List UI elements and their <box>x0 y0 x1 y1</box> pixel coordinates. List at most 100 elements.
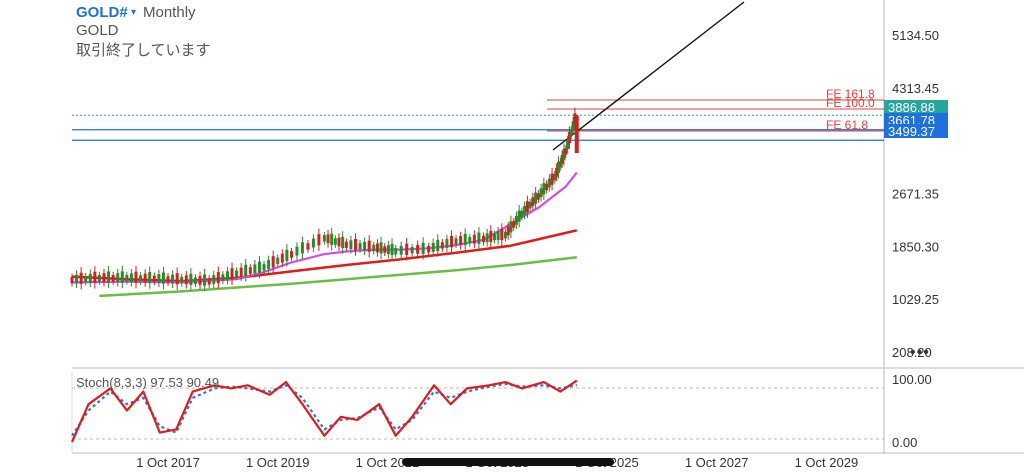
candle-body <box>500 228 504 241</box>
candle-body <box>421 242 425 254</box>
candle-body <box>184 275 188 285</box>
candle-body <box>111 275 115 282</box>
candle-body <box>349 240 353 250</box>
candle-body <box>148 271 152 284</box>
symbol-name[interactable]: GOLD# <box>76 4 128 21</box>
candle-body <box>545 183 549 191</box>
candle-body <box>569 129 573 136</box>
candle-body <box>311 238 315 248</box>
candle-body <box>547 178 551 188</box>
candle-body <box>207 278 211 285</box>
candle-body <box>317 234 321 246</box>
candle-body <box>571 121 575 131</box>
candle-body <box>189 273 193 285</box>
candle-body <box>353 239 357 251</box>
candle-body <box>523 205 527 215</box>
candle-body <box>534 192 538 204</box>
candle-body <box>399 245 403 255</box>
candle-body <box>230 268 234 280</box>
timeframe-label[interactable]: Monthly <box>143 4 196 21</box>
candle-body <box>239 267 243 277</box>
candle-body <box>322 235 326 242</box>
candle-body <box>503 231 507 239</box>
candle-body <box>536 193 540 200</box>
candle-body <box>212 275 216 284</box>
candle-body <box>468 237 472 244</box>
candle-body <box>509 221 513 233</box>
chevron-down-icon[interactable]: ▾ <box>131 7 137 18</box>
candle-body <box>383 246 387 253</box>
candle-body <box>445 239 449 248</box>
candle-body <box>344 241 348 248</box>
candle-body <box>75 274 79 284</box>
stoch-tick-label: 100.00 <box>892 372 932 387</box>
candle-body <box>405 243 409 255</box>
candle-body <box>472 234 476 244</box>
price-tick-label: 2671.35 <box>892 187 939 202</box>
candle-body <box>134 271 138 283</box>
fib-label: FE 61.8 <box>826 118 868 132</box>
candle-body <box>367 240 371 252</box>
candle-body <box>107 271 111 283</box>
candle-body <box>84 275 88 283</box>
price-tick-label: 5134.50 <box>892 28 939 43</box>
candle-body <box>253 264 257 274</box>
candle-body <box>449 236 453 248</box>
candle-body <box>79 272 83 284</box>
candle-body <box>436 239 440 252</box>
more-icon[interactable]: ••• <box>910 344 930 361</box>
candle-body <box>171 274 175 284</box>
price-badge-text-blue_low: 3499.37 <box>888 124 935 139</box>
candle-body <box>221 274 225 281</box>
candle-body <box>410 247 414 254</box>
price-badge-current <box>884 100 948 114</box>
time-tick-label: 1 Oct 2027 <box>685 455 749 470</box>
stoch-d-line <box>71 382 578 437</box>
candle-body <box>175 273 179 285</box>
candle-body <box>528 201 532 209</box>
candle-body <box>262 264 266 271</box>
price-tick-label: 208.20 <box>892 345 932 360</box>
candle-body <box>556 161 560 174</box>
candle-body <box>143 273 147 283</box>
candle-body <box>485 233 489 243</box>
candle-body <box>363 241 367 251</box>
price-tick-label: 1029.25 <box>892 292 939 307</box>
candle-body <box>93 271 97 283</box>
candle-body <box>120 271 124 283</box>
candle-body <box>225 271 229 281</box>
candle-body <box>489 230 493 243</box>
candle-body <box>379 242 383 254</box>
candle-body <box>257 261 261 273</box>
candle-body <box>427 246 431 253</box>
candle-body <box>477 232 481 244</box>
fib-label: FE 100.0 <box>826 96 875 110</box>
candle-body <box>416 244 420 254</box>
candle-body <box>562 148 566 161</box>
candle-body <box>129 273 133 283</box>
stoch-indicator-label[interactable]: Stoch(8,3,3) 97.53 90.49 <box>76 375 220 390</box>
candle-body <box>152 275 156 283</box>
price-badge-blue <box>884 113 948 127</box>
candle-body <box>125 275 129 282</box>
candle-body <box>276 257 280 265</box>
ma-slow-line <box>99 256 577 298</box>
stoch-tick-label: 0.00 <box>892 435 917 450</box>
candle-body <box>512 221 516 228</box>
candle-body <box>193 277 197 284</box>
candle-body <box>386 245 390 254</box>
candle-body <box>102 273 106 283</box>
stoch-k-line <box>70 379 578 443</box>
candle-body <box>166 276 170 283</box>
time-tick-label: 1 Oct 2017 <box>136 455 200 470</box>
symbol-description: GOLD <box>76 22 119 39</box>
candle-body <box>539 188 543 198</box>
candle-body <box>333 238 337 245</box>
candle-body <box>157 274 161 283</box>
candle-body <box>566 140 570 149</box>
candle-body <box>198 276 202 285</box>
time-tick-label: 1 Oct 2029 <box>795 455 859 470</box>
candle-body <box>285 249 289 261</box>
candle-body <box>394 247 398 255</box>
